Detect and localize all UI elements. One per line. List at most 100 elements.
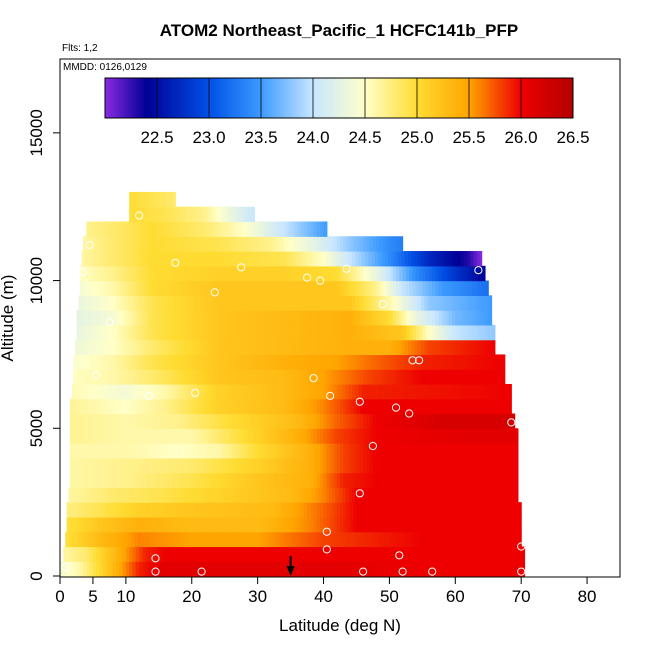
- heatmap-cell: [320, 457, 325, 474]
- heatmap-cell: [312, 339, 317, 356]
- heatmap-cell: [164, 383, 168, 400]
- heatmap-cell: [486, 487, 491, 503]
- heatmap-cell: [388, 339, 392, 356]
- heatmap-cell: [412, 265, 417, 282]
- heatmap-cell: [241, 428, 246, 444]
- heatmap-cell: [76, 398, 81, 415]
- heatmap-cell: [486, 531, 491, 548]
- heatmap-cell: [158, 324, 163, 341]
- heatmap-cell: [481, 443, 486, 459]
- heatmap-cell: [425, 561, 430, 577]
- colorbar-segment: [461, 78, 465, 118]
- heatmap-cell: [392, 502, 397, 518]
- heatmap-cell: [478, 516, 483, 533]
- heatmap-cell: [98, 383, 103, 400]
- heatmap-cell: [424, 487, 429, 503]
- heatmap-cell: [486, 295, 491, 311]
- heatmap-cell: [501, 428, 506, 444]
- heatmap-cell: [267, 324, 272, 341]
- heatmap-cell: [452, 369, 456, 385]
- heatmap-cell: [247, 310, 252, 326]
- heatmap-cell: [501, 546, 506, 562]
- heatmap-cell: [388, 295, 392, 311]
- heatmap-cell: [96, 472, 101, 488]
- heatmap-cell: [267, 310, 272, 326]
- heatmap-cell: [477, 295, 481, 311]
- heatmap-cell: [155, 546, 160, 562]
- heatmap-cell: [422, 369, 427, 385]
- heatmap-cell: [440, 339, 445, 356]
- heatmap-cell: [249, 339, 254, 356]
- heatmap-cell: [195, 443, 199, 459]
- colorbar-segment: [107, 78, 111, 118]
- heatmap-cell: [511, 516, 516, 533]
- heatmap-cell: [233, 251, 238, 267]
- heatmap-cell: [307, 236, 311, 252]
- heatmap-cell: [112, 546, 117, 562]
- heatmap-cell: [461, 413, 466, 429]
- heatmap-cell: [247, 280, 252, 296]
- colorbar-segment: [370, 78, 374, 118]
- heatmap-cell: [509, 383, 512, 400]
- heatmap-cell: [353, 369, 358, 385]
- heatmap-cell: [112, 221, 117, 237]
- heatmap-cell: [237, 428, 242, 444]
- heatmap-cell: [170, 339, 175, 356]
- heatmap-cell: [167, 383, 172, 400]
- heatmap-cell: [365, 531, 369, 548]
- heatmap-cell: [251, 369, 255, 385]
- heatmap-cell: [307, 324, 311, 341]
- heatmap-cell: [471, 369, 476, 385]
- heatmap-cell: [336, 324, 341, 341]
- heatmap-cell: [295, 295, 300, 311]
- heatmap-cell: [158, 310, 163, 326]
- heatmap-cell: [69, 472, 74, 488]
- heatmap-cell: [129, 191, 134, 208]
- heatmap-cell: [300, 236, 305, 252]
- heatmap-cell: [379, 369, 384, 385]
- heatmap-cell: [320, 413, 325, 429]
- heatmap-cell: [405, 413, 410, 429]
- heatmap-cell: [185, 236, 190, 252]
- heatmap-cell: [442, 457, 447, 474]
- heatmap-cell: [277, 280, 282, 296]
- heatmap-cell: [372, 369, 377, 385]
- heatmap-cell: [173, 383, 178, 400]
- heatmap-cell: [247, 413, 252, 429]
- heatmap-cell: [155, 516, 160, 533]
- heatmap-cell: [434, 339, 439, 356]
- heatmap-cell: [83, 280, 87, 296]
- heatmap-cell: [491, 561, 496, 577]
- heatmap-cell: [257, 310, 262, 326]
- heatmap-cell: [266, 487, 271, 503]
- heatmap-cell: [185, 280, 190, 296]
- heatmap-cell: [389, 236, 394, 252]
- heatmap-cell: [216, 251, 221, 267]
- heatmap-cell: [488, 443, 493, 459]
- colorbar-tick-label: 23.0: [192, 128, 225, 147]
- heatmap-cell: [305, 531, 310, 548]
- heatmap-cell: [300, 516, 305, 533]
- heatmap-cell: [139, 398, 143, 415]
- heatmap-cell: [353, 265, 358, 282]
- heatmap-cell: [316, 457, 321, 474]
- heatmap-cell: [313, 546, 318, 562]
- colorbar-segment: [105, 78, 109, 118]
- heatmap-cell: [157, 383, 162, 400]
- heatmap-cell: [501, 369, 506, 385]
- heatmap-cell: [425, 398, 430, 415]
- heatmap-cell: [473, 339, 478, 356]
- heatmap-cell: [366, 502, 371, 518]
- heatmap-cell: [346, 310, 351, 326]
- heatmap-cell: [494, 546, 499, 562]
- heatmap-cell: [181, 561, 186, 577]
- colorbar-segment: [118, 78, 122, 118]
- heatmap-cell: [89, 546, 94, 562]
- heatmap-cell: [483, 295, 488, 311]
- heatmap-cell: [175, 265, 180, 282]
- heatmap-cell: [251, 221, 255, 237]
- heatmap-cell: [491, 369, 496, 385]
- heatmap-cell: [168, 236, 173, 252]
- heatmap-cell: [122, 457, 127, 474]
- heatmap-cell: [447, 487, 452, 503]
